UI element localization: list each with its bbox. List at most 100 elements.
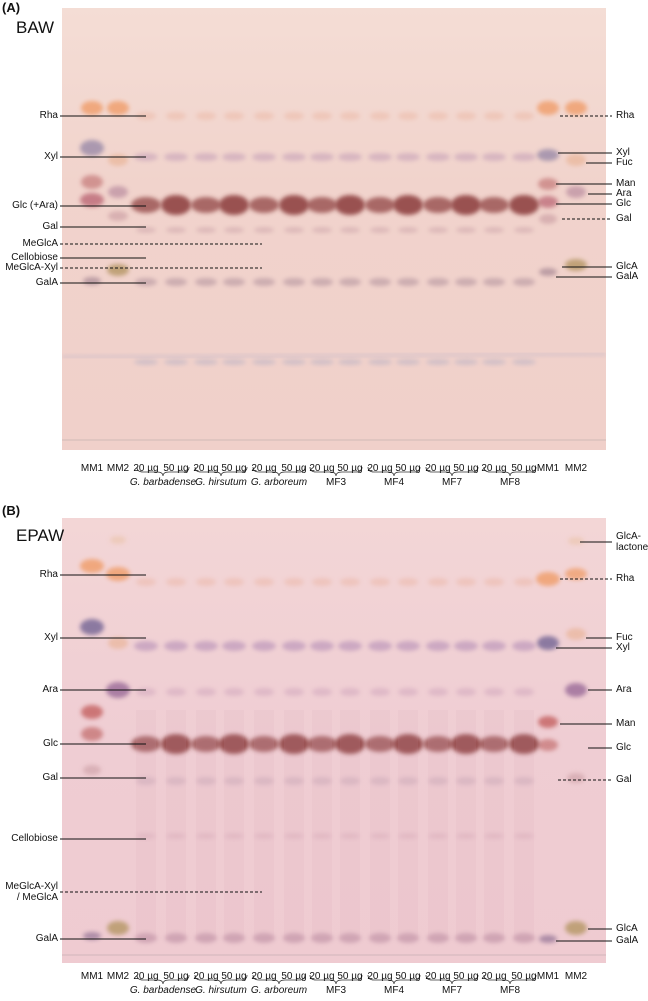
left-label-glc-ara-: Glc (+Ara)	[12, 200, 58, 211]
lane-label: 20 µg	[425, 463, 451, 474]
front-spot	[194, 359, 218, 365]
lane-label: 50 µg	[337, 463, 363, 474]
glc-sample-spot	[451, 195, 481, 215]
sample-brace	[483, 466, 537, 477]
gal-sample-spot	[484, 777, 504, 785]
lane-label: 50 µg	[511, 971, 537, 982]
rha-spot	[80, 559, 104, 573]
gal-sample-spot	[136, 227, 156, 233]
glc-spot	[538, 196, 558, 208]
ara-sample-spot	[514, 688, 534, 696]
cellobiose-sample-spot	[484, 833, 504, 839]
lane-label: 20 µg	[367, 971, 393, 982]
ara-sample-spot	[166, 688, 186, 696]
gal-sample-spot	[136, 777, 156, 785]
gala-sample-spot	[165, 278, 187, 286]
cellobiose-sample-spot	[224, 833, 244, 839]
plate-b-spots	[62, 536, 606, 956]
xyl-sample-spot	[396, 641, 420, 651]
rha-sample-spot	[456, 578, 476, 586]
xyl-sample-spot	[454, 641, 478, 651]
xyl-spot	[80, 619, 104, 635]
ara-spot	[565, 683, 587, 697]
xyl-sample-spot	[282, 153, 306, 161]
right-label-rha: Rha	[616, 573, 635, 584]
gal-sample-spot	[484, 227, 504, 233]
lane-streak	[340, 710, 360, 940]
cellobiose-sample-spot	[340, 833, 360, 839]
right-label-man: Man	[616, 718, 636, 729]
glc-sample-spot	[393, 195, 423, 215]
lane-streak	[224, 710, 244, 940]
right-label-gala: GalA	[616, 271, 639, 282]
glc-sample-spot	[279, 734, 309, 754]
glc-sample-spot	[279, 195, 309, 215]
lane-label: 50 µg	[221, 971, 247, 982]
lane-label: 20 µg	[251, 463, 277, 474]
left-label-glc: Glc	[43, 738, 58, 749]
gala-sample-spot	[135, 278, 157, 286]
gala-sample-spot	[339, 278, 361, 286]
glc-sample-spot	[191, 197, 221, 213]
xyl-spot	[537, 636, 559, 650]
rha-sample-spot	[166, 112, 186, 120]
glc-sample-spot	[365, 197, 395, 213]
gala-sample-spot	[369, 933, 391, 943]
sample-brace	[309, 974, 363, 985]
xyl-sample-spot	[252, 641, 276, 651]
xyl-sample-spot	[222, 641, 246, 651]
left-label-meglca-xyl: MeGlcA-Xyl	[5, 262, 58, 273]
rha-sample-spot	[428, 112, 448, 120]
ara-sample-spot	[456, 688, 476, 696]
cellobiose-sample-spot	[166, 833, 186, 839]
lane-label: 20 µg	[251, 971, 277, 982]
right-label-xyl: Xyl	[616, 147, 630, 158]
glc-sample-spot	[131, 197, 161, 213]
man-spot	[81, 175, 103, 189]
lane-label: 50 µg	[511, 463, 537, 474]
lane-label: 20 µg	[193, 971, 219, 982]
glc-sample-spot	[393, 734, 423, 754]
sample-brace	[425, 466, 479, 477]
left-label-cellobiose: Cellobiose	[11, 252, 58, 263]
gala-sample-spot	[165, 933, 187, 943]
lane-streak	[484, 710, 504, 940]
front-spot	[426, 359, 450, 365]
rha-spot	[565, 568, 587, 580]
sample-brace	[252, 974, 306, 985]
front-spot	[222, 359, 246, 365]
ara-sample-spot	[196, 688, 216, 696]
solvent-label-a: BAW	[16, 18, 55, 37]
lane-label: MM1	[536, 463, 560, 474]
cellobiose-sample-spot	[284, 833, 304, 839]
lane-label: 50 µg	[281, 971, 307, 982]
gala-sample-spot	[427, 933, 449, 943]
rha-sample-spot	[166, 578, 186, 586]
cellobiose-sample-spot	[514, 833, 534, 839]
glc-sample-spot	[365, 736, 395, 752]
gala-sample-spot	[195, 278, 217, 286]
rha-spot	[536, 572, 560, 586]
right-label-gal: Gal	[616, 774, 632, 785]
right-label-ara: Ara	[616, 188, 632, 199]
gal-spot	[539, 214, 557, 224]
gal-sample-spot	[340, 777, 360, 785]
gala-sample-spot	[311, 278, 333, 286]
lane-label: 20 µg	[425, 971, 451, 982]
gala-sample-spot	[427, 278, 449, 286]
sample-brace	[194, 466, 248, 477]
glc-spot	[80, 193, 104, 207]
gala-sample-spot	[483, 278, 505, 286]
left-label-xyl: Xyl	[44, 151, 58, 162]
rha-sample-spot	[484, 112, 504, 120]
xyl-sample-spot	[222, 153, 246, 161]
rha-sample-spot	[224, 112, 244, 120]
front-spot	[282, 359, 306, 365]
sample-brace	[136, 466, 190, 477]
right-label-glca: GlcA	[616, 261, 638, 272]
rha-sample-spot	[136, 578, 156, 586]
sample-brace	[309, 466, 363, 477]
gal-sample-spot	[254, 227, 274, 233]
lane-label: 20 µg	[309, 463, 335, 474]
lane-label: 50 µg	[395, 971, 421, 982]
